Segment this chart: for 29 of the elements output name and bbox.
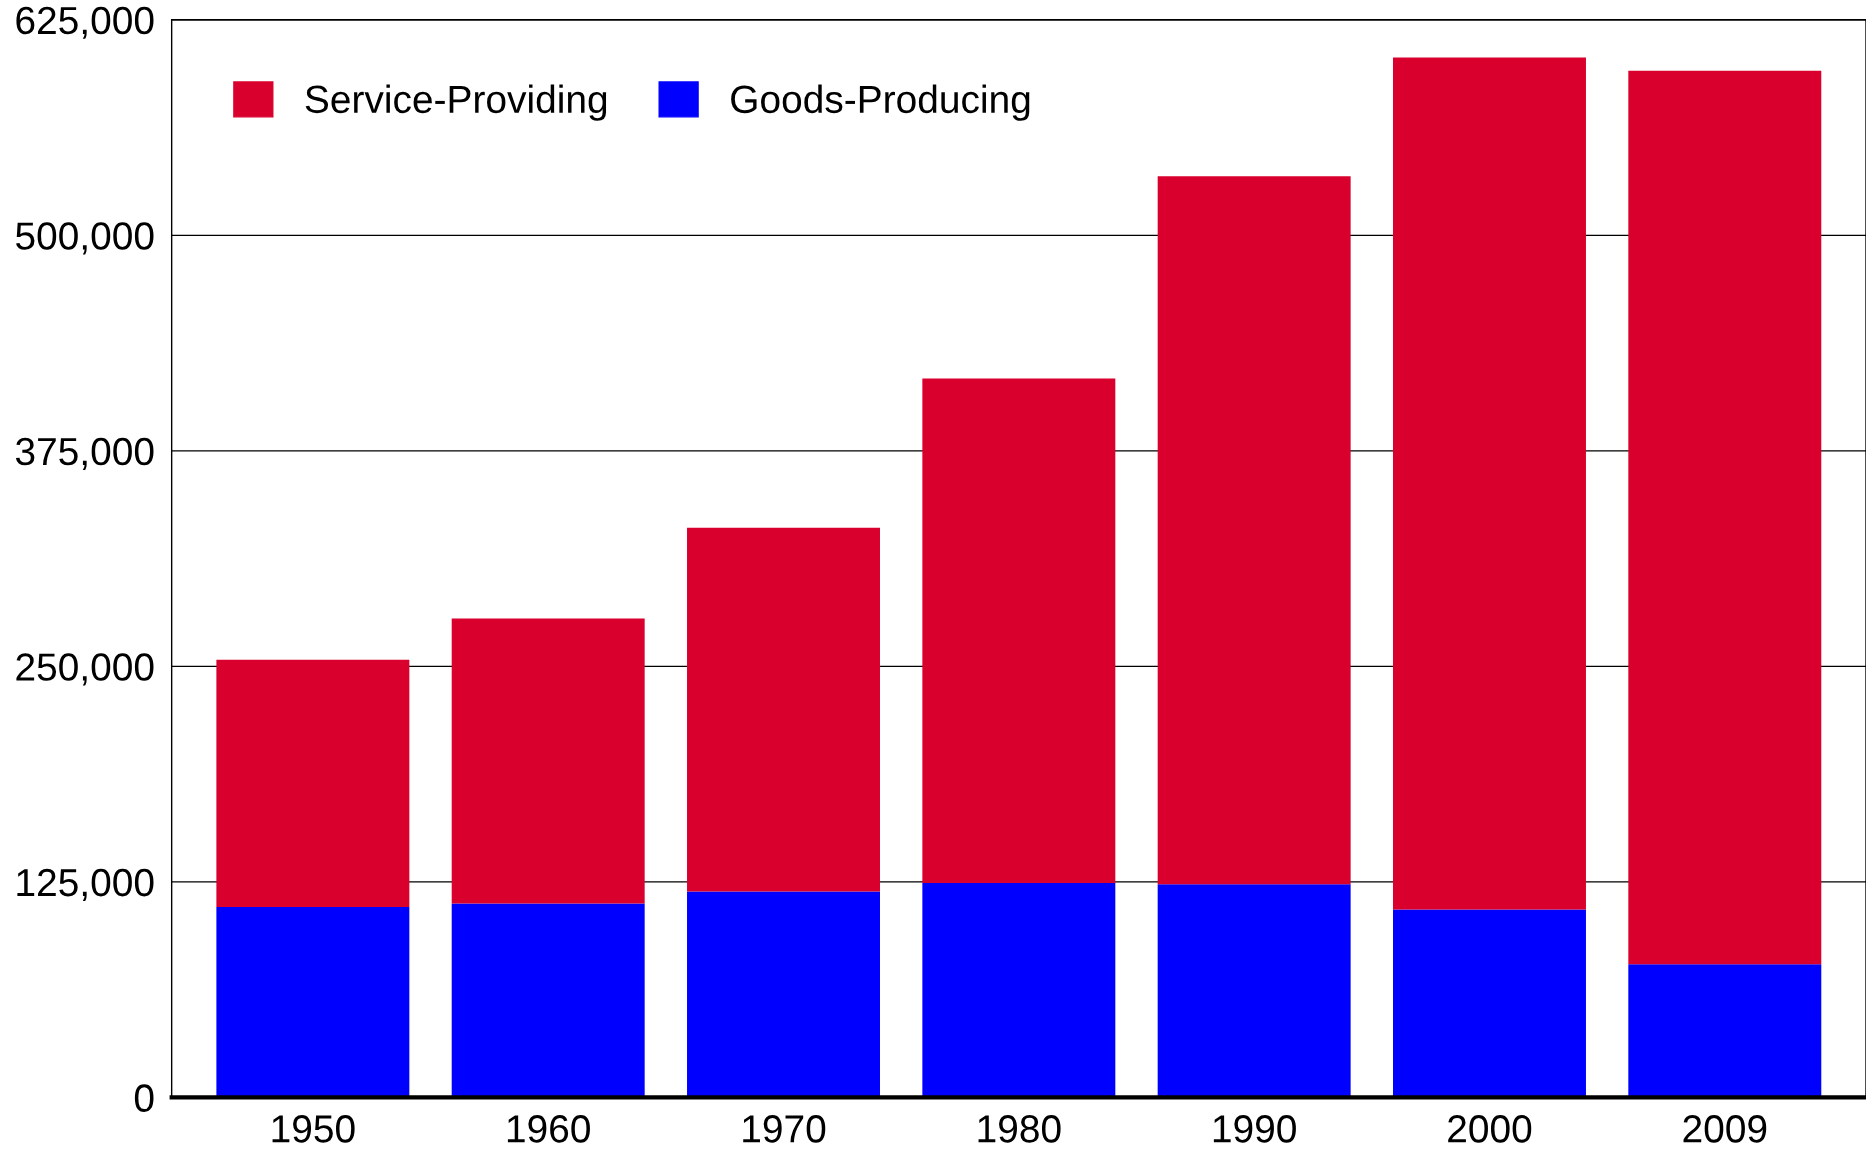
bar [1157, 176, 1351, 885]
bar [1157, 884, 1351, 1098]
y-tick-label: 250,000 [16, 653, 154, 686]
legend-label: Service-Providing [305, 84, 607, 121]
x-tick-label: 2000 [1448, 1115, 1532, 1143]
bar [216, 659, 410, 908]
x-tick-label: 1980 [978, 1115, 1061, 1143]
legend-label: Goods-Producing [731, 84, 1030, 121]
x-tick-label: 1970 [743, 1115, 826, 1143]
bar [1393, 909, 1586, 1098]
bar [922, 882, 1116, 1098]
bar [922, 378, 1116, 883]
bar [1628, 70, 1822, 965]
x-tick-label: 2009 [1683, 1115, 1767, 1143]
bar [687, 891, 880, 1098]
x-tick-label: 1960 [507, 1115, 590, 1143]
bar [216, 907, 410, 1098]
y-tick-label: 375,000 [15, 437, 154, 470]
bar [451, 618, 645, 904]
x-tick-label: 1990 [1213, 1115, 1296, 1143]
y-tick-label: 625,000 [16, 6, 154, 39]
bar [451, 903, 645, 1098]
bar [687, 527, 880, 892]
y-tick-label: 0 [134, 1084, 154, 1112]
bar [1628, 964, 1822, 1098]
bar [1393, 57, 1586, 910]
y-tick-label: 500,000 [16, 222, 154, 255]
x-tick-label: 1950 [272, 1115, 355, 1143]
y-tick-label: 125,000 [17, 868, 154, 901]
